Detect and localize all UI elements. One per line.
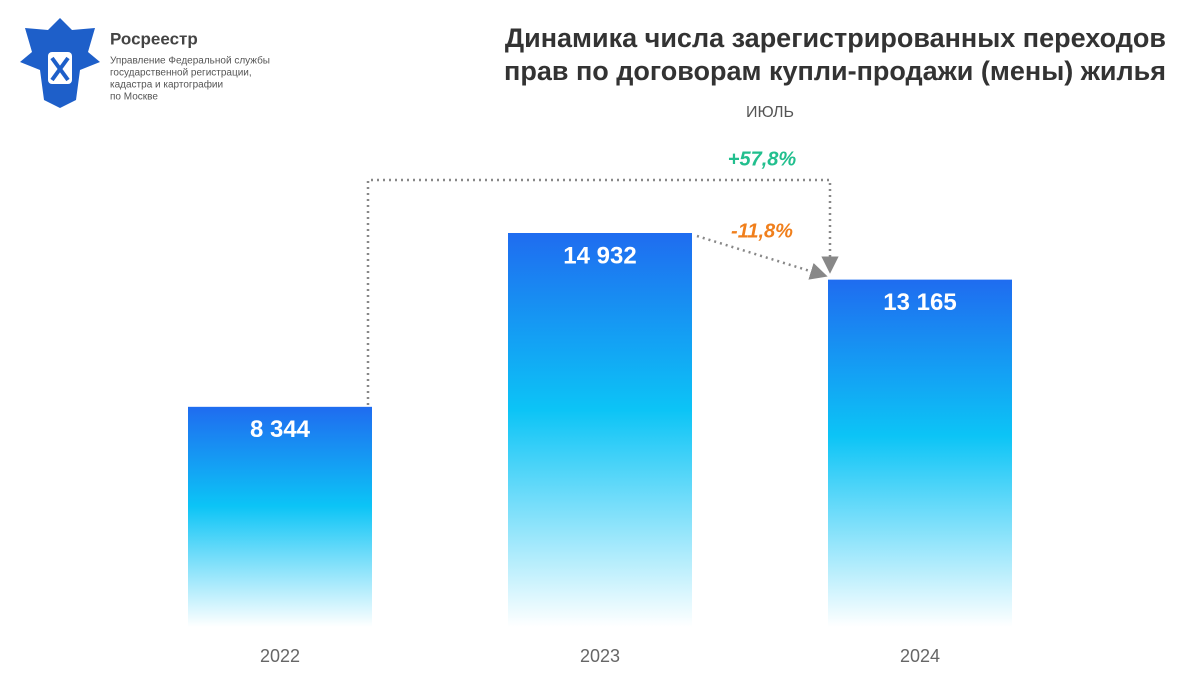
bar <box>188 406 372 627</box>
x-tick-label: 2024 <box>900 646 940 666</box>
annotation: -11,8% <box>731 220 793 242</box>
connector <box>696 234 828 280</box>
bar <box>508 233 692 627</box>
connector <box>366 178 839 405</box>
chart-subtitle: ИЮЛЬ <box>746 104 794 121</box>
value-label: 14 932 <box>563 242 636 269</box>
emblem <box>20 18 100 108</box>
brand-name: Росреестр <box>110 29 198 48</box>
x-tick-label: 2023 <box>580 646 620 666</box>
annotation: +57,8% <box>728 148 797 170</box>
brand-line: государственной регистрации, <box>110 68 252 79</box>
chart-title: прав по договорам купли-продажи (мены) ж… <box>504 56 1166 86</box>
brand-line: кадастра и картографии <box>110 79 223 91</box>
bar <box>828 279 1012 627</box>
value-label: 8 344 <box>250 416 311 443</box>
brand-line: по Москве <box>110 92 158 103</box>
value-label: 13 165 <box>883 289 956 316</box>
x-tick-label: 2022 <box>260 646 300 666</box>
chart-title: Динамика числа зарегистрированных перехо… <box>505 23 1166 53</box>
brand-line: Управление Федеральной службы <box>110 55 270 67</box>
